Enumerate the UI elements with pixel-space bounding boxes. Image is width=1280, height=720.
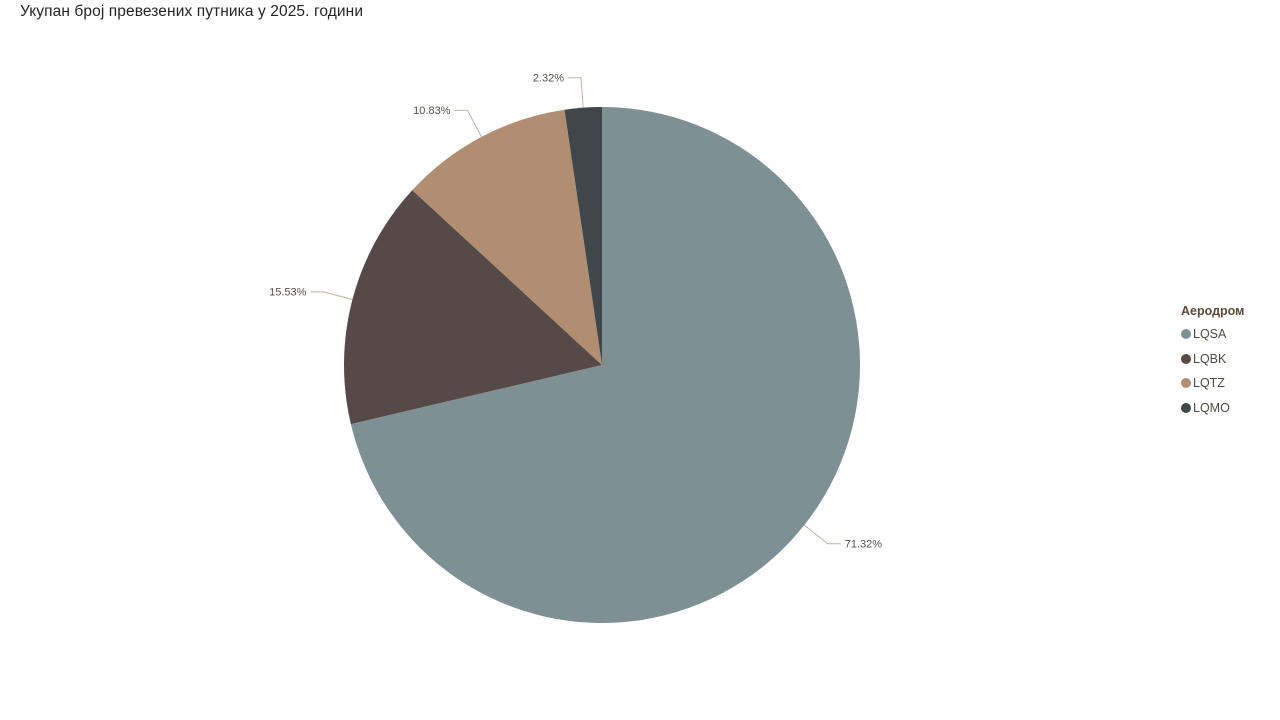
legend-item-LQSA[interactable]: LQSA bbox=[1181, 322, 1244, 347]
legend-bullet-icon bbox=[1181, 378, 1191, 389]
chart-title: Укупан број превезених путника у 2025. г… bbox=[20, 3, 364, 20]
detail-label-LQMO: 2.32% bbox=[533, 72, 564, 84]
legend-item-label: LQTZ bbox=[1193, 376, 1225, 391]
legend-item-LQTZ[interactable]: LQTZ bbox=[1181, 371, 1244, 396]
legend-title: Аеродром bbox=[1181, 304, 1245, 318]
pie-slice-LQMO[interactable] bbox=[564, 107, 602, 365]
leader-line-LQBK bbox=[310, 291, 353, 300]
legend-bullet-icon bbox=[1181, 329, 1191, 340]
detail-label-LQTZ: 10.83% bbox=[413, 105, 451, 117]
detail-label-LQBK: 15.53% bbox=[269, 286, 307, 298]
leader-line-LQMO bbox=[568, 77, 584, 108]
legend-bullet-icon bbox=[1181, 353, 1191, 364]
legend-item-label: LQSA bbox=[1193, 327, 1227, 342]
legend-bullet-icon bbox=[1181, 402, 1191, 413]
pie-slice-LQTZ[interactable] bbox=[412, 109, 602, 366]
legend-item-LQMO[interactable]: LQMO bbox=[1181, 396, 1244, 421]
leader-line-LQSA bbox=[803, 524, 841, 545]
legend-items: LQSA LQBK LQTZ LQMO bbox=[1181, 322, 1244, 420]
legend-item-LQBK[interactable]: LQBK bbox=[1181, 347, 1244, 372]
legend: Аеродром LQSA LQBK LQTZ LQMO bbox=[1181, 304, 1244, 420]
leader-line-LQTZ bbox=[454, 109, 482, 138]
legend-item-label: LQMO bbox=[1193, 400, 1230, 415]
pie-slice-LQBK[interactable] bbox=[344, 190, 602, 425]
detail-label-LQSA: 71.32% bbox=[845, 538, 883, 550]
legend-item-label: LQBK bbox=[1193, 351, 1227, 366]
pie-slice-LQSA[interactable] bbox=[350, 107, 861, 623]
